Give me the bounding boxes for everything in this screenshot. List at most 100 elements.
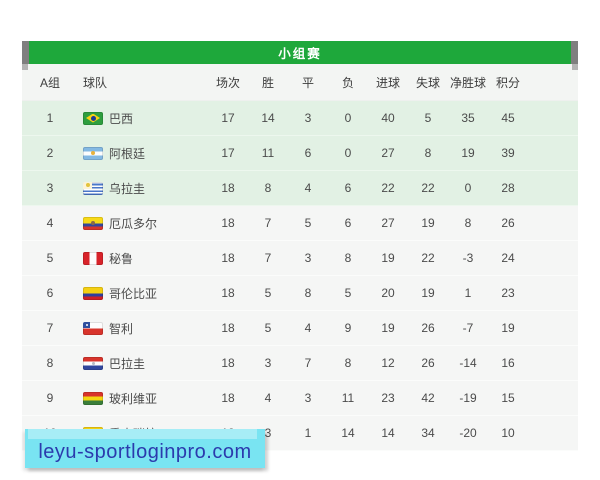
table-row: 6 哥伦比亚 18 5 8 5 20 19 1 23 <box>22 276 578 311</box>
stat-won: 7 <box>264 251 272 265</box>
stat-points: 19 <box>501 321 515 335</box>
flag-paraguay-icon <box>83 356 103 370</box>
header-won: 胜 <box>261 75 274 90</box>
team-cell: 阿根廷 <box>78 145 208 162</box>
team-name: 玻利维亚 <box>109 391 158 406</box>
rank-cell: 7 <box>46 321 54 335</box>
stat-lost: 8 <box>344 356 352 370</box>
stat-goal-diff: 19 <box>461 146 475 160</box>
stat-goals-for: 19 <box>381 321 395 335</box>
stat-played: 18 <box>221 356 235 370</box>
stat-lost: 9 <box>344 321 352 335</box>
team-cell: 智利 <box>78 320 208 337</box>
stat-played: 18 <box>221 391 235 405</box>
stat-goal-diff: -3 <box>462 251 474 265</box>
stat-played: 17 <box>221 146 235 160</box>
team-cell: 乌拉圭 <box>78 180 208 197</box>
stat-goals-against: 19 <box>421 216 435 230</box>
rank-cell: 2 <box>46 146 54 160</box>
flag-brazil-icon <box>83 111 103 125</box>
stat-drawn: 8 <box>304 286 312 300</box>
stat-lost: 5 <box>344 286 352 300</box>
header-goals-for: 进球 <box>375 75 400 90</box>
stat-goal-diff: 0 <box>464 181 472 195</box>
stat-goals-for: 12 <box>381 356 395 370</box>
stat-played: 18 <box>221 286 235 300</box>
stat-lost: 14 <box>341 426 355 440</box>
stat-played: 18 <box>221 181 235 195</box>
stat-lost: 6 <box>344 216 352 230</box>
stat-points: 28 <box>501 181 515 195</box>
stat-won: 3 <box>264 356 272 370</box>
stat-won: 5 <box>264 321 272 335</box>
stat-lost: 6 <box>344 181 352 195</box>
flag-peru-icon <box>83 251 103 265</box>
stat-lost: 0 <box>344 111 352 125</box>
flag-chile-icon <box>83 321 103 335</box>
header-lost: 负 <box>341 75 354 90</box>
stat-played: 18 <box>221 251 235 265</box>
stat-points: 24 <box>501 251 515 265</box>
stat-goals-against: 26 <box>421 356 435 370</box>
team-name: 巴拉圭 <box>109 356 146 371</box>
team-name: 巴西 <box>109 111 134 126</box>
stat-goal-diff: 8 <box>464 216 472 230</box>
table-title: 小组赛 <box>29 41 571 64</box>
header-played: 场次 <box>215 75 240 90</box>
stat-goal-diff: -7 <box>462 321 474 335</box>
table-row: 7 智利 18 5 4 9 19 26 -7 19 <box>22 311 578 346</box>
stat-points: 15 <box>501 391 515 405</box>
stat-goal-diff: 35 <box>461 111 475 125</box>
stat-goals-for: 22 <box>381 181 395 195</box>
title-bar-right-cap <box>571 41 578 70</box>
stat-points: 10 <box>501 426 515 440</box>
team-name: 秘鲁 <box>109 251 134 266</box>
table-row: 1 巴西 17 14 3 0 40 5 35 45 <box>22 101 578 136</box>
table-row: 4 厄瓜多尔 18 7 5 6 27 19 8 26 <box>22 206 578 241</box>
stat-drawn: 7 <box>304 356 312 370</box>
table-header-row: A组 球队 场次 胜 平 负 进球 失球 净胜球 积分 <box>22 64 578 101</box>
stat-lost: 0 <box>344 146 352 160</box>
flag-bolivia-icon <box>83 391 103 405</box>
header-points: 积分 <box>495 75 520 90</box>
team-name: 阿根廷 <box>109 146 146 161</box>
stat-played: 18 <box>221 216 235 230</box>
rank-cell: 6 <box>46 286 54 300</box>
stat-played: 18 <box>221 321 235 335</box>
rank-cell: 9 <box>46 391 54 405</box>
stat-goal-diff: 1 <box>464 286 472 300</box>
header-team: 球队 <box>78 74 208 91</box>
stat-drawn: 1 <box>304 426 312 440</box>
team-cell: 玻利维亚 <box>78 390 208 407</box>
stat-points: 45 <box>501 111 515 125</box>
stat-won: 11 <box>261 146 275 160</box>
team-cell: 秘鲁 <box>78 250 208 267</box>
stat-drawn: 3 <box>304 111 312 125</box>
stat-goals-for: 27 <box>381 146 395 160</box>
stat-goal-diff: -19 <box>459 391 477 405</box>
stat-drawn: 6 <box>304 146 312 160</box>
stat-won: 8 <box>264 181 272 195</box>
stat-lost: 11 <box>341 391 355 405</box>
table-row: 2 阿根廷 17 11 6 0 27 8 19 39 <box>22 136 578 171</box>
stat-goals-against: 8 <box>424 146 432 160</box>
header-group: A组 <box>39 75 60 90</box>
watermark-banner[interactable]: leyu-sportloginpro.com <box>25 429 265 468</box>
stat-points: 16 <box>501 356 515 370</box>
rank-cell: 5 <box>46 251 54 265</box>
team-cell: 巴拉圭 <box>78 355 208 372</box>
stat-points: 23 <box>501 286 515 300</box>
watermark-url[interactable]: leyu-sportloginpro.com <box>38 441 252 463</box>
stat-goals-against: 42 <box>421 391 435 405</box>
team-name: 智利 <box>109 321 134 336</box>
stat-goals-for: 14 <box>381 426 395 440</box>
title-bar-left-cap <box>22 41 29 70</box>
stat-drawn: 5 <box>304 216 312 230</box>
rank-cell: 1 <box>46 111 54 125</box>
table-row: 5 秘鲁 18 7 3 8 19 22 -3 24 <box>22 241 578 276</box>
team-name: 乌拉圭 <box>109 181 146 196</box>
table-body: 1 巴西 17 14 3 0 40 5 35 45 2 阿根廷 17 11 6 0 27 8 19 39 3 乌拉圭 18 8… <box>22 101 578 451</box>
header-goals-against: 失球 <box>415 75 440 90</box>
stat-goal-diff: -14 <box>459 356 477 370</box>
